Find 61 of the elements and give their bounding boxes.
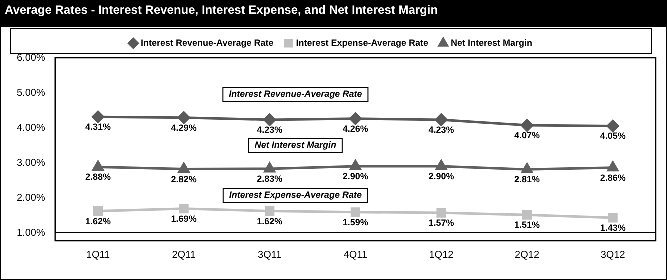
y-tick-label: 1.00% <box>16 228 46 239</box>
y-tick-label: 4.00% <box>16 122 46 134</box>
legend-label: Interest Expense-Average Rate <box>296 38 428 48</box>
data-label: 1.51% <box>514 220 540 230</box>
data-label: 4.05% <box>600 131 626 142</box>
point <box>521 119 534 132</box>
data-label: 4.23% <box>257 124 283 135</box>
point <box>435 114 448 126</box>
point <box>522 210 532 220</box>
point <box>264 114 276 126</box>
point <box>92 160 104 171</box>
chart-title: Average Rates - Interest Revenue, Interest Expense, and Net Interest Margin <box>1 1 666 27</box>
data-label: 2.81% <box>514 174 540 185</box>
legend-label: Net Interest Margin <box>450 38 532 48</box>
y-tick-label: 3.00% <box>16 158 46 169</box>
point <box>606 120 620 132</box>
point <box>93 206 104 216</box>
point <box>264 162 276 173</box>
point <box>608 213 618 223</box>
y-tick-label: 2.00% <box>16 192 46 204</box>
point <box>350 160 362 170</box>
data-label: 4.31% <box>85 122 112 132</box>
x-tick-label: 4Q11 <box>344 250 368 261</box>
point <box>349 112 362 126</box>
x-tick-label: 1Q12 <box>429 250 454 261</box>
data-label: 2.90% <box>428 171 454 182</box>
point <box>350 208 360 218</box>
x-tick-label: 2Q11 <box>172 250 196 261</box>
point <box>522 163 533 174</box>
data-label: 1.43% <box>600 222 626 233</box>
annotation: Interest Revenue-Average Rate <box>229 89 362 100</box>
data-label: 1.62% <box>85 216 112 226</box>
x-tick-label: 2Q12 <box>515 250 540 261</box>
x-tick-label: 1Q11 <box>86 250 111 261</box>
x-tick-label: 3Q12 <box>600 250 626 261</box>
point <box>436 208 446 218</box>
data-label: 2.83% <box>257 174 283 184</box>
point <box>608 162 619 172</box>
data-label: 1.57% <box>428 218 454 228</box>
point <box>436 160 448 170</box>
legend-label: Interest Revenue-Average Rate <box>141 38 274 48</box>
point <box>178 112 190 124</box>
y-tick-label: 5.00% <box>16 88 46 99</box>
annotation: Interest Expense-Average Rate <box>229 190 362 200</box>
data-label: 1.59% <box>342 217 368 228</box>
data-label: 2.88% <box>85 172 112 182</box>
point <box>179 204 189 214</box>
point <box>92 110 105 124</box>
data-label: 4.26% <box>342 124 368 134</box>
x-tick-label: 3Q11 <box>258 250 282 261</box>
data-label: 2.82% <box>171 174 197 184</box>
data-label: 2.90% <box>342 171 368 182</box>
data-label: 1.62% <box>257 216 283 226</box>
point <box>178 163 190 174</box>
data-label: 1.69% <box>171 214 197 224</box>
data-label: 4.07% <box>514 130 540 141</box>
annotation: Net Interest Margin <box>254 140 337 150</box>
point <box>265 206 275 216</box>
data-label: 4.29% <box>171 122 197 133</box>
data-label: 4.23% <box>428 124 454 135</box>
data-label: 2.86% <box>600 172 626 183</box>
